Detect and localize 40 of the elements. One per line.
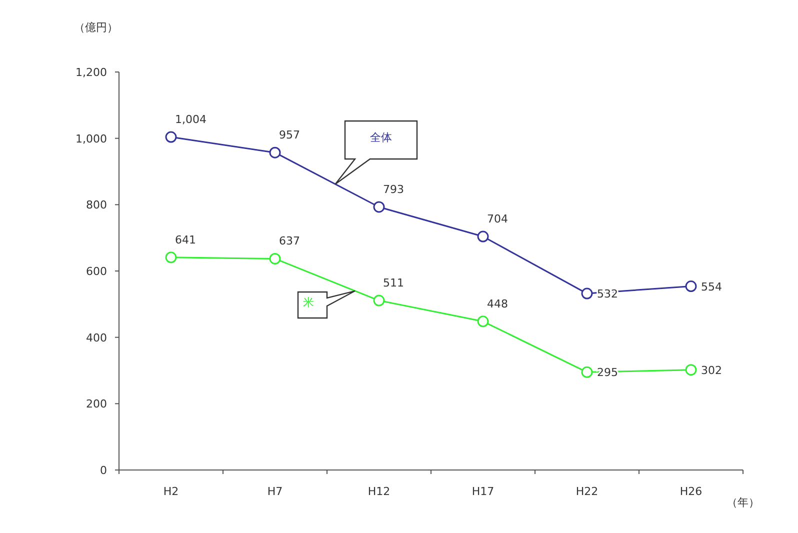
data-label: 302 [701,364,722,377]
point [477,316,489,328]
data-label: 554 [701,280,722,294]
data-label: 957 [279,128,300,142]
x-tick-label: H22 [576,485,598,498]
point [373,294,385,306]
point [581,366,593,378]
series-label: 米 [303,296,314,309]
data-label: 511 [383,276,404,290]
x-tick-label: H12 [368,485,390,498]
data-label: 704 [487,212,508,226]
data-label: 1,004 [175,113,206,126]
callout: 全体 [334,120,418,185]
point [477,230,489,242]
y-tick-label: 800 [86,198,107,212]
y-tick-label: 200 [86,398,107,411]
x-tick-label: H26 [680,485,702,498]
point [581,288,593,300]
callout: 米 [297,290,356,319]
x-axis-title: （年） [726,496,760,509]
point [165,131,177,143]
y-tick-label: 1,000 [76,132,107,146]
data-label: 641 [175,233,196,246]
y-tick-label: 0 [100,464,107,477]
data-label: 448 [487,297,508,310]
y-tick-label: 400 [86,331,107,344]
x-tick-label: H17 [472,485,494,498]
data-label: 793 [383,182,404,196]
data-label: 637 [279,234,300,248]
y-axis-title: （億円） [74,21,118,34]
point [165,252,177,264]
point [685,280,697,292]
point [269,252,281,264]
point [373,201,385,213]
point [685,364,697,376]
x-tick-label: H7 [267,485,283,498]
x-tick-label: H2 [163,485,179,498]
y-tick-label: 1,200 [76,66,107,79]
y-tick-label: 600 [86,265,107,278]
point [269,146,281,158]
